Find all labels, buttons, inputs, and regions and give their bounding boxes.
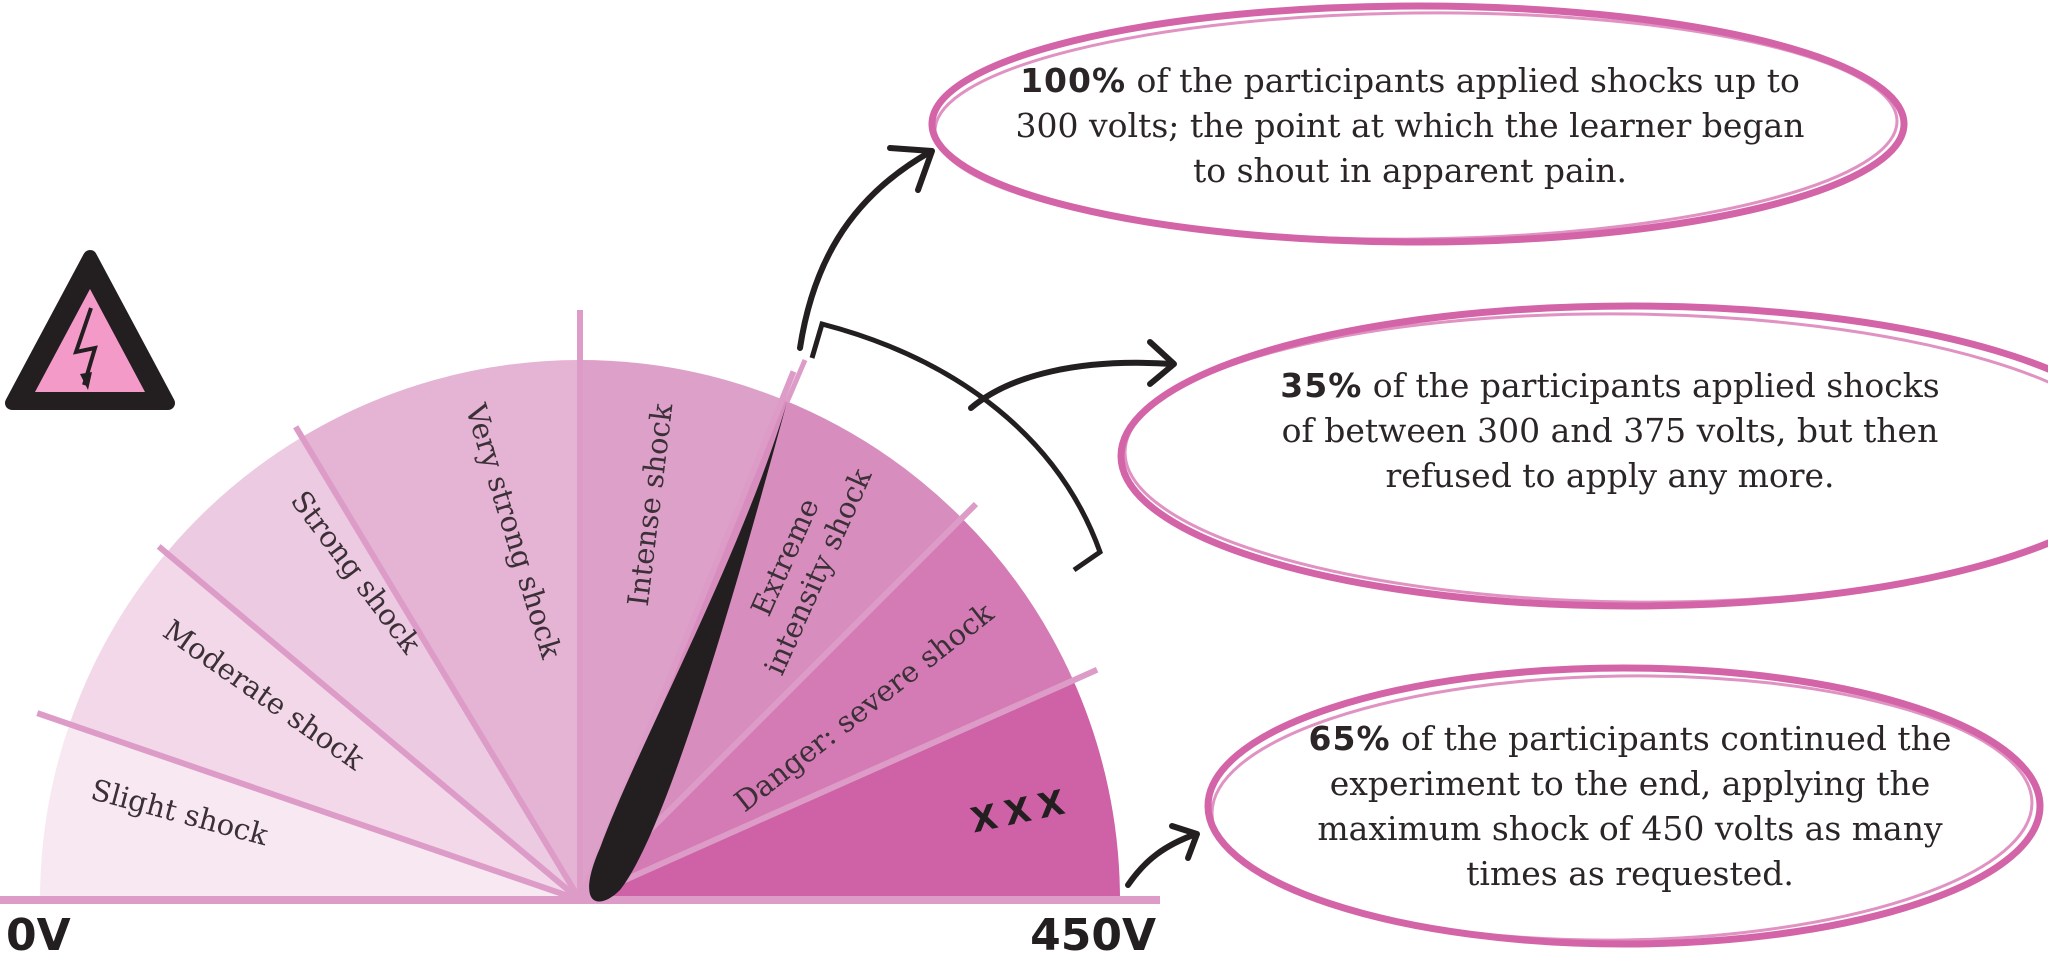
arrow-to-note-2 [968,339,1177,411]
segment-extreme [580,399,962,900]
high-voltage-warning-icon [5,250,175,410]
divider-2 [156,544,582,903]
arrow-to-note-1 [797,145,935,351]
segment-intense [580,360,783,900]
note-1-text: of the participants applied shocks up to… [1015,61,1805,190]
divider-7 [578,667,1099,903]
note-1-outline [928,2,1908,246]
segment-xxx [580,680,1120,900]
note-2-percent: 35% [1280,366,1363,405]
arrow-to-note-3 [1125,823,1200,888]
segment-moderate [69,552,580,900]
note-2: 35% of the participants applied shocks o… [1270,363,1950,498]
divider-3 [293,425,583,902]
note-2-text: of the participants applied shocks of be… [1281,366,1940,495]
axis-max-label: 450V [1030,910,1156,955]
segment-strong [166,437,580,900]
range-bracket [809,320,1103,573]
segment-very-strong [301,360,580,900]
divider-1 [36,710,581,903]
note-1-percent: 100% [1020,61,1127,100]
segment-danger [580,518,1074,900]
needle [589,402,787,902]
gauge-segments [40,360,1120,900]
axis-min-label: 0V [6,910,71,955]
note-2-outline [1117,302,2048,610]
note-3: 65% of the participants continued the ex… [1280,716,1980,896]
needle-tip-line [784,359,808,403]
note-1: 100% of the participants applied shocks … [1000,58,1820,193]
note-3-outline [1204,664,2044,948]
note-3-percent: 65% [1308,719,1391,758]
note-3-text: of the participants continued the experi… [1317,719,1952,893]
